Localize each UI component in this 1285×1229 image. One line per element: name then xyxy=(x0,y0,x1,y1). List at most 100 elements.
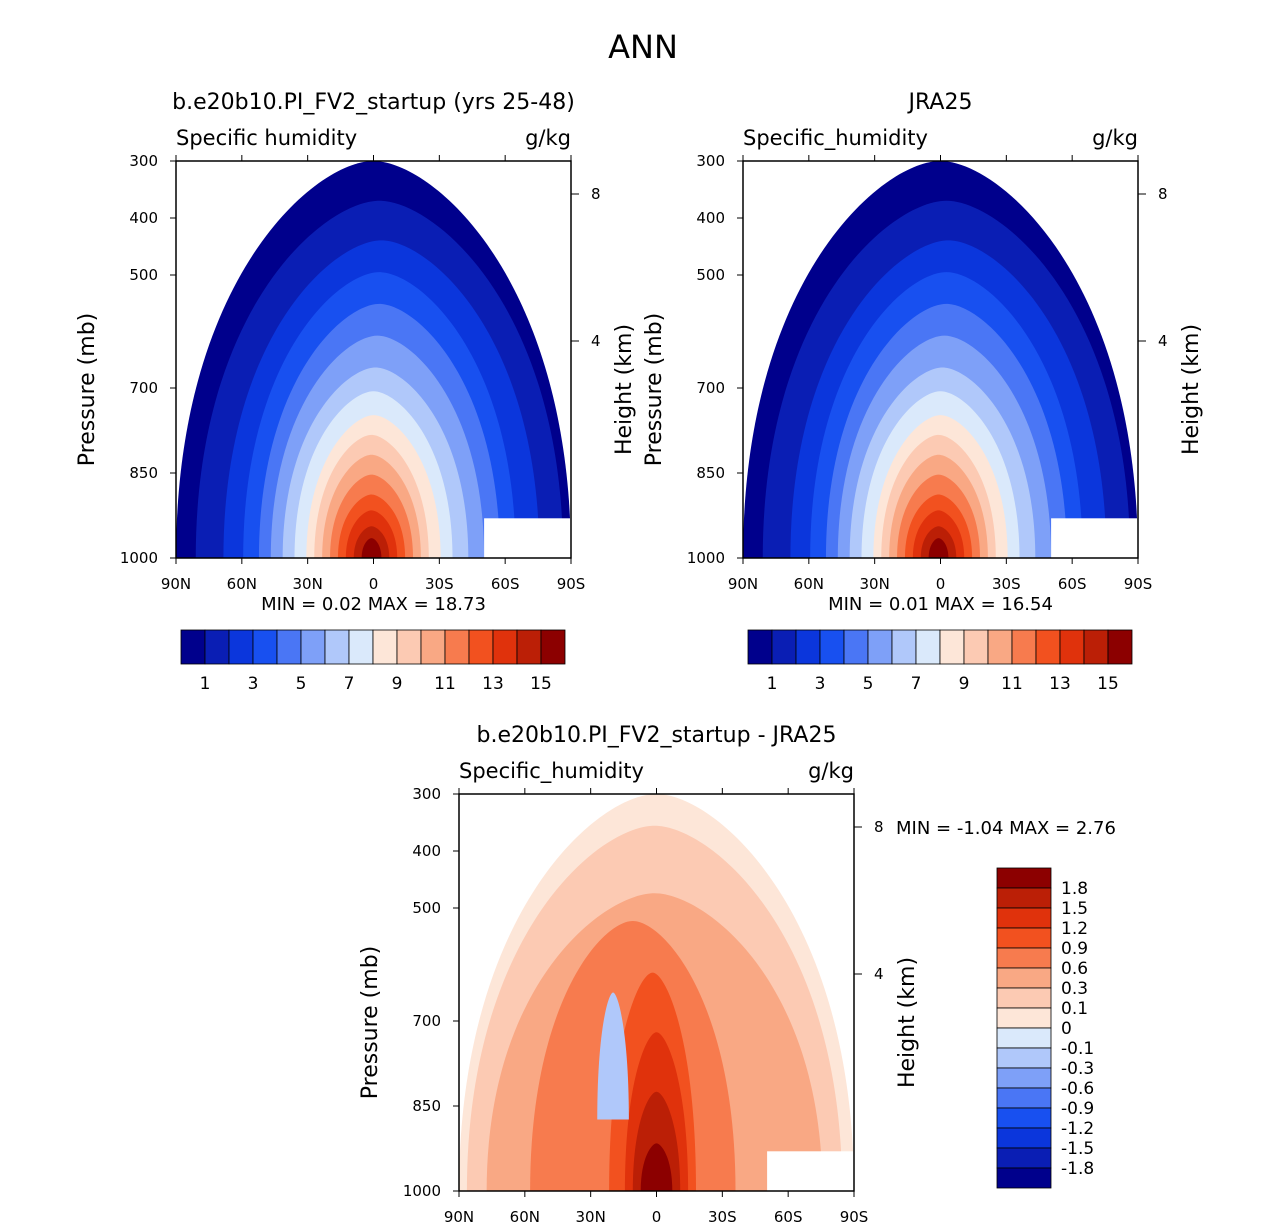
colorbar-swatch xyxy=(276,629,302,665)
colorbar-swatch xyxy=(300,629,326,665)
missing-data-area xyxy=(484,518,571,558)
colorbar-swatch xyxy=(540,629,566,665)
y-tick-label: 400 xyxy=(412,842,441,860)
x-tick-label: 30S xyxy=(708,1208,737,1226)
colorbar-label: 11 xyxy=(1001,674,1023,694)
chart-title: JRA25 xyxy=(907,90,973,115)
colorbar-swatch xyxy=(996,867,1052,889)
y-right-tick-label: 4 xyxy=(874,965,884,983)
x-tick-label: 0 xyxy=(936,575,946,593)
colorbar-label: 13 xyxy=(482,674,504,694)
contour-band xyxy=(361,538,382,558)
colorbar-label: 15 xyxy=(530,674,552,694)
colorbar-label: 1.5 xyxy=(1061,899,1088,919)
chart-title: b.e20b10.PI_FV2_startup - JRA25 xyxy=(477,723,837,748)
y-tick-label: 500 xyxy=(412,899,441,917)
colorbar-label: 1 xyxy=(200,674,211,694)
colorbar-swatch xyxy=(939,629,965,665)
colorbar-swatch xyxy=(492,629,518,665)
x-tick-label: 0 xyxy=(652,1208,662,1226)
colorbar-label: 1 xyxy=(767,674,778,694)
contour-fill xyxy=(176,161,571,558)
x-tick-label: 0 xyxy=(369,575,379,593)
y-right-axis-label: Height (km) xyxy=(612,324,637,455)
chart-title: b.e20b10.PI_FV2_startup (yrs 25-48) xyxy=(172,90,575,115)
colorbar-swatch xyxy=(252,629,278,665)
colorbar-swatch xyxy=(468,629,494,665)
x-tick-label: 90N xyxy=(728,575,758,593)
left-label: Specific_humidity xyxy=(743,126,928,151)
colorbar-swatch xyxy=(396,629,422,665)
y-tick-label: 500 xyxy=(129,266,158,284)
colorbar-swatch xyxy=(1083,629,1109,665)
x-tick-label: 60N xyxy=(794,575,824,593)
x-tick-label: 30N xyxy=(293,575,323,593)
colorbar-label: 0 xyxy=(1061,1019,1072,1039)
colorbar-label: 0.9 xyxy=(1061,939,1088,959)
colorbar-swatch xyxy=(348,629,374,665)
plots: b.e20b10.PI_FV2_startup (yrs 25-48) Speci… xyxy=(75,90,1204,1226)
colorbar-swatch xyxy=(204,629,230,665)
colorbar-label: -1.5 xyxy=(1061,1139,1094,1159)
x-tick-label: 90S xyxy=(1124,575,1153,593)
y-tick-label: 500 xyxy=(696,266,725,284)
y-tick-label: 300 xyxy=(129,152,158,170)
y-right-axis-label: Height (km) xyxy=(895,957,920,1088)
min-max-stats: MIN = -1.04 MAX = 2.76 xyxy=(896,818,1116,839)
y-right-tick-label: 4 xyxy=(1158,332,1168,350)
y-tick-label: 400 xyxy=(696,209,725,227)
colorbar-swatch xyxy=(915,629,941,665)
contour-band xyxy=(928,538,949,558)
colorbar-label: 1.2 xyxy=(1061,919,1088,939)
y-tick-label: 1000 xyxy=(687,549,725,567)
colorbar-label: -1.2 xyxy=(1061,1119,1094,1139)
colorbar-swatch xyxy=(996,927,1052,949)
colorbar-swatch xyxy=(996,1027,1052,1049)
colorbar-swatch xyxy=(996,1127,1052,1149)
colorbar-swatch xyxy=(516,629,542,665)
colorbar-swatch xyxy=(1011,629,1037,665)
colorbar-swatch xyxy=(996,1067,1052,1089)
y-tick-label: 700 xyxy=(129,379,158,397)
colorbar-swatch xyxy=(843,629,869,665)
colorbar-swatch xyxy=(987,629,1013,665)
colorbar-swatch xyxy=(963,629,989,665)
colorbar-swatch xyxy=(996,1167,1052,1189)
y-tick-label: 850 xyxy=(696,464,725,482)
y-right-tick-label: 8 xyxy=(591,185,601,203)
x-tick-label: 60S xyxy=(1058,575,1087,593)
min-max-stats: MIN = 0.01 MAX = 16.54 xyxy=(828,594,1053,615)
missing-data-area xyxy=(1051,518,1138,558)
colorbar-swatch xyxy=(1107,629,1133,665)
colorbar-label: 7 xyxy=(344,674,355,694)
colorbar-swatch xyxy=(771,629,797,665)
y-right-tick-label: 8 xyxy=(874,818,884,836)
figure-title: ANN xyxy=(608,28,678,66)
x-tick-label: 60N xyxy=(510,1208,540,1226)
colorbar-label: 9 xyxy=(392,674,403,694)
colorbar-label: -0.1 xyxy=(1061,1039,1094,1059)
left-label: Specific humidity xyxy=(176,126,357,150)
colorbar-swatch xyxy=(996,1147,1052,1169)
y-axis-label: Pressure (mb) xyxy=(642,313,667,467)
y-tick-label: 700 xyxy=(412,1012,441,1030)
colorbar-swatch xyxy=(228,629,254,665)
colorbar-swatch xyxy=(996,1047,1052,1069)
y-axis-label: Pressure (mb) xyxy=(75,313,100,467)
colorbar-swatch xyxy=(996,1107,1052,1129)
colorbar-swatch xyxy=(819,629,845,665)
colorbar-label: 5 xyxy=(296,674,307,694)
colorbar-label: 0.6 xyxy=(1061,959,1088,979)
colorbar-swatch xyxy=(420,629,446,665)
colorbar-label: 7 xyxy=(911,674,922,694)
x-tick-label: 30S xyxy=(992,575,1021,593)
colorbar-label: 9 xyxy=(959,674,970,694)
colorbar-label: 3 xyxy=(815,674,826,694)
y-tick-label: 700 xyxy=(696,379,725,397)
x-tick-label: 90S xyxy=(840,1208,869,1226)
colorbar-swatch xyxy=(867,629,893,665)
x-tick-label: 60S xyxy=(774,1208,803,1226)
colorbar-label: 0.3 xyxy=(1061,979,1088,999)
chart-obs: JRA25 Specific_humidity g/kg 90N 60N 30N 0 30S 6… xyxy=(642,90,1204,694)
right-label: g/kg xyxy=(1092,126,1138,150)
